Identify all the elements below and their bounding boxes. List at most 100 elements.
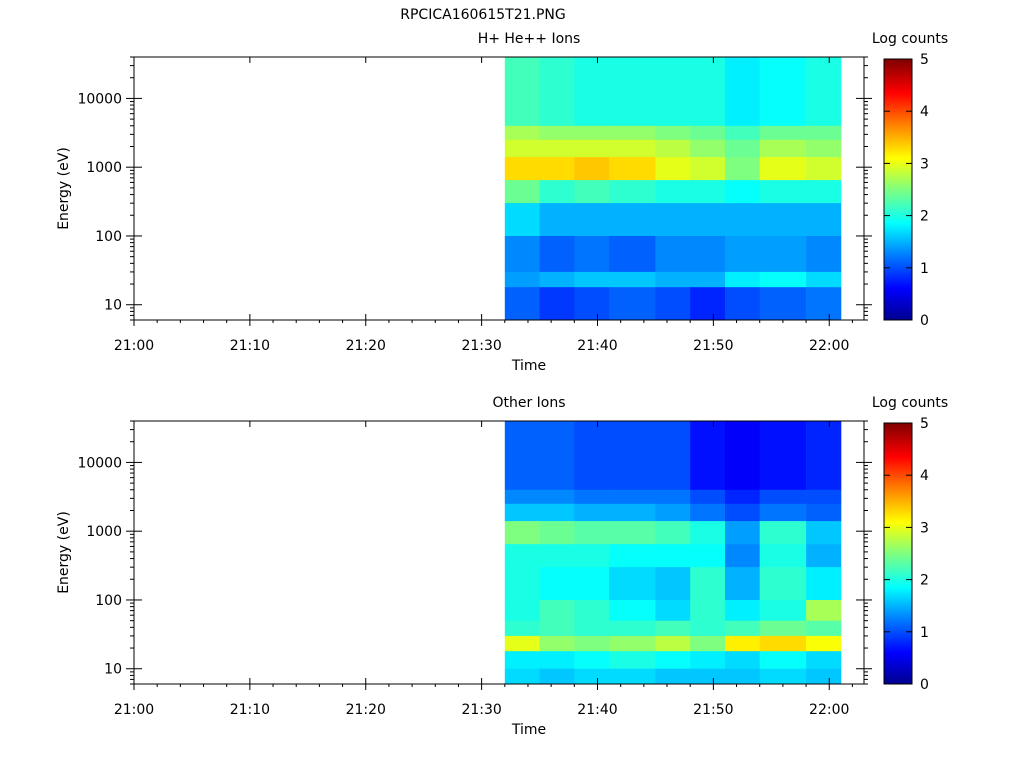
y-tick-label: 10 [104,662,122,678]
colorbar-label: Log counts [872,395,948,411]
heatmap-cell [655,521,691,545]
y-tick-label: 1000 [86,160,122,176]
heatmap-cell [725,503,761,522]
heatmap-cell [539,651,575,670]
heatmap-cell [504,421,540,491]
heatmap-cell [725,236,761,273]
heatmap-cell [539,521,575,545]
heatmap-cell [504,236,540,273]
heatmap-cell [504,157,540,181]
heatmap-cell [690,521,726,545]
heatmap-cell [655,203,691,237]
heatmap-cell [690,125,726,141]
heatmap-cell [609,236,656,273]
x-tick-label: 21:40 [577,338,617,354]
heatmap-cell [609,668,656,685]
heatmap-cell [609,620,656,637]
heatmap-cell [609,635,656,652]
heatmap-cell [806,635,842,652]
heatmap-cell [539,287,575,321]
heatmap-cell [504,620,540,637]
heatmap-cell [690,544,726,568]
heatmap-cell [504,521,540,545]
heatmap-cell [609,125,656,141]
colorbar-tick-label: 4 [920,468,929,484]
heatmap-cell [806,139,842,158]
heatmap-cell [725,125,761,141]
x-axis-label: Time [511,358,546,374]
heatmap-cell [655,287,691,321]
y-axis-label: Energy (eV) [56,147,72,230]
heatmap-cell [609,157,656,181]
heatmap-cell [574,620,610,637]
heatmap-cell [504,635,540,652]
y-axis-label: Energy (eV) [56,511,72,594]
heatmap-cell [574,203,610,237]
heatmap-cell [574,157,610,181]
heatmap-cell [574,139,610,158]
spectrogram-panel-1: 21:00 21:10 21:20 21:30 21:40 21:50 22:0010100… [56,31,948,374]
heatmap-cell [759,620,807,637]
heatmap-cell [539,668,575,685]
x-tick-label: 21:40 [577,702,617,718]
heatmap-cell [759,125,807,141]
heatmap-cell [574,567,610,601]
heatmap-cell [759,271,807,288]
heatmap-cell [655,271,691,288]
heatmap-cell [504,651,540,670]
heatmap-cell [574,521,610,545]
heatmap-cell [725,139,761,158]
heatmap-cell [759,157,807,181]
heatmap-cell [574,125,610,141]
spectrogram-panel-2: 21:00 21:10 21:20 21:30 21:40 21:50 22:0010100… [56,395,948,738]
heatmap-cell [539,489,575,505]
heatmap-cell [806,503,842,522]
heatmap-cell [806,271,842,288]
heatmap-cell [690,620,726,637]
heatmap-cell [655,620,691,637]
heatmap-cell [655,57,691,127]
heatmap-cell [655,139,691,158]
heatmap-cell [806,620,842,637]
heatmap-cell [690,287,726,321]
heatmap-cell [609,180,656,204]
heatmap-cell [539,203,575,237]
heatmap-cell [725,489,761,505]
heatmap-cell [759,651,807,670]
heatmap-cell [574,287,610,321]
heatmap-cell [690,139,726,158]
heatmap-cell [609,521,656,545]
heatmap-cell [655,236,691,273]
colorbar-tick-label: 5 [920,52,929,68]
colorbar-label: Log counts [872,31,948,47]
heatmap-cell [574,271,610,288]
heatmap-cell [504,203,540,237]
heatmap-cell [690,157,726,181]
plot-frame [133,420,865,685]
heatmap-cell [759,635,807,652]
heatmap-cell [655,157,691,181]
heatmap-cell [574,600,610,622]
x-tick-label: 21:00 [114,702,154,718]
heatmap-cell [806,57,842,127]
heatmap-cell [655,544,691,568]
heatmap-cell [609,544,656,568]
y-tick-label: 100 [95,229,122,245]
x-axis-label: Time [511,722,546,738]
colorbar-tick-label: 3 [920,156,929,172]
heatmap-cell [574,180,610,204]
x-tick-label: 21:30 [461,702,501,718]
heatmap-cell [725,651,761,670]
heatmap-cell [609,421,656,491]
heatmap-cell [725,157,761,181]
heatmap-cell [690,271,726,288]
x-tick-label: 21:50 [693,338,733,354]
heatmap-cell [690,236,726,273]
heatmap-cell [725,271,761,288]
heatmap-cell [655,421,691,491]
heatmap-cell [725,635,761,652]
heatmap-cell [655,635,691,652]
heatmap-cell [504,668,540,685]
heatmap-cell [655,567,691,601]
